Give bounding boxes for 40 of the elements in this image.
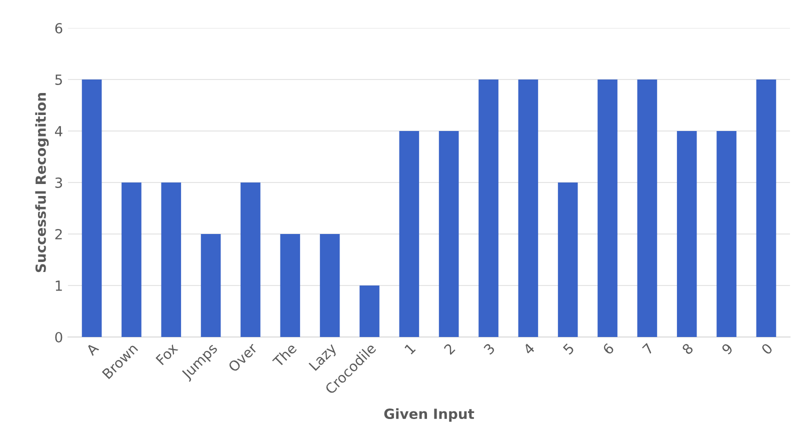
x-tick-label: Fox [156,342,178,366]
x-tick-label: 7 [642,343,654,355]
x-tick-label: 9 [721,342,734,356]
y-tick-label: 6 [55,22,62,34]
x-tick-label: 3 [483,342,496,355]
bar [637,80,658,337]
bar [518,80,538,337]
y-tick-label: 1 [56,280,62,291]
x-tick-label: 6 [602,342,614,356]
bar [676,131,697,337]
y-tick-label: 2 [55,228,62,240]
bar [558,182,578,337]
bar [399,131,420,337]
bar [598,80,618,337]
y-tick-label: 4 [54,126,62,136]
bar [360,286,380,337]
x-axis-title: Given Input [384,408,474,422]
x-tick-label: 5 [562,343,575,355]
bar [438,131,459,337]
y-tick-label: 5 [55,74,62,85]
bar [82,80,102,337]
bar [756,80,776,337]
x-tick-label: 8 [681,342,694,356]
y-tick-label: 0 [55,332,62,342]
x-tick-label: 4 [522,342,536,356]
bar [161,182,182,337]
x-tick-label: 0 [760,342,774,356]
bar [478,80,498,337]
y-axis-title: Successful Recognition [35,93,49,272]
bar [320,234,340,337]
x-tick-label: 2 [443,343,456,355]
bar [240,182,260,337]
bar [200,234,221,337]
x-tick-label: The [272,342,298,368]
x-tick-label: 1 [404,343,416,354]
bar [280,234,300,337]
bar [122,182,142,337]
bar [716,131,736,337]
x-tick-label: A [85,342,100,356]
y-tick-label: 3 [55,177,62,188]
